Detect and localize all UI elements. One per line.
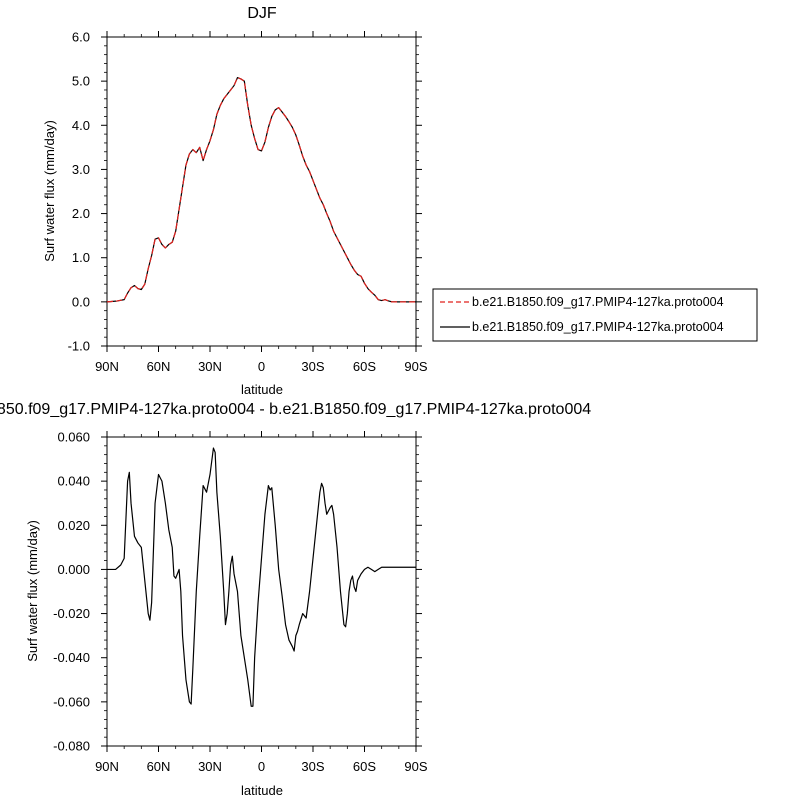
top-y-tick-labels: -1.0 0.0 1.0 2.0 3.0 4.0 5.0 6.0 [68, 30, 90, 354]
bottom-x-tick-label: 30N [198, 759, 222, 774]
bottom-y-tick-label: 0.020 [57, 518, 90, 533]
bottom-chart: b.e21.B1850.f09_g17.PMIP4-127ka.proto004… [0, 401, 591, 798]
bottom-y-tick-labels: -0.080 -0.060 -0.040 -0.020 0.000 0.020 0.040 0… [53, 430, 90, 754]
bottom-series-line-solid [107, 447, 416, 707]
bottom-y-tick-label: -0.080 [53, 739, 90, 754]
legend-label-1: b.e21.B1850.f09_g17.PMIP4-127ka.proto004 [472, 295, 724, 309]
top-y-tick-label: 1.0 [72, 250, 90, 265]
bottom-y-tick-label: -0.020 [53, 606, 90, 621]
top-x-tick-label: 30N [198, 359, 222, 374]
bottom-x-tick-label: 30S [301, 759, 324, 774]
bottom-y-axis-label: Surf water flux (mm/day) [25, 520, 40, 662]
top-chart-title: DJF [247, 5, 277, 22]
top-tick-marks [101, 31, 422, 352]
legend-label-2: b.e21.B1850.f09_g17.PMIP4-127ka.proto004 [472, 320, 724, 334]
top-y-tick-label: 6.0 [72, 30, 90, 45]
top-x-tick-label: 60S [353, 359, 376, 374]
legend-box [432, 288, 758, 342]
top-series-line-dashed [106, 77, 416, 303]
bottom-y-tick-label: 0.000 [57, 562, 90, 577]
top-y-tick-label: 5.0 [72, 74, 90, 89]
top-x-axis-label: latitude [241, 382, 283, 397]
bottom-plot-frame [106, 436, 417, 747]
legend: b.e21.B1850.f09_g17.PMIP4-127ka.proto004… [432, 288, 758, 342]
top-series-group [106, 77, 416, 303]
top-x-tick-label: 90N [95, 359, 119, 374]
top-x-tick-label: 90S [404, 359, 427, 374]
top-plot-frame [106, 36, 417, 347]
bottom-x-tick-labels: 90N 60N 30N 0 30S 60S 90S [95, 759, 428, 774]
bottom-x-tick-label: 90N [95, 759, 119, 774]
bottom-x-tick-label: 0 [258, 759, 265, 774]
bottom-tick-marks [101, 431, 422, 752]
bottom-x-tick-label: 60N [147, 759, 171, 774]
top-y-tick-label: 4.0 [72, 118, 90, 133]
top-y-tick-label: 0.0 [72, 294, 90, 309]
bottom-y-tick-label: 0.040 [57, 474, 90, 489]
bottom-y-tick-label: 0.060 [57, 430, 90, 445]
top-x-tick-label: 60N [147, 359, 171, 374]
top-x-tick-label: 0 [258, 359, 265, 374]
bottom-y-tick-label: -0.060 [53, 694, 90, 709]
bottom-x-tick-label: 90S [404, 759, 427, 774]
bottom-chart-title: b.e21.B1850.f09_g17.PMIP4-127ka.proto004… [0, 401, 591, 418]
bottom-x-tick-label: 60S [353, 759, 376, 774]
top-x-tick-label: 30S [301, 359, 324, 374]
bottom-y-tick-label: -0.040 [53, 650, 90, 665]
top-y-tick-label: 2.0 [72, 206, 90, 221]
bottom-series-group [107, 447, 416, 707]
top-y-tick-label: 3.0 [72, 162, 90, 177]
top-x-tick-labels: 90N 60N 30N 0 30S 60S 90S [95, 359, 428, 374]
top-chart: DJF -1.0 0.0 1.0 2.0 3.0 4.0 5.0 6.0 90N 60N 30N 0… [42, 5, 428, 397]
top-y-axis-label: Surf water flux (mm/day) [42, 120, 57, 262]
top-series-line-solid [106, 77, 416, 303]
bottom-x-axis-label: latitude [241, 783, 283, 798]
top-y-tick-label: -1.0 [68, 339, 90, 354]
